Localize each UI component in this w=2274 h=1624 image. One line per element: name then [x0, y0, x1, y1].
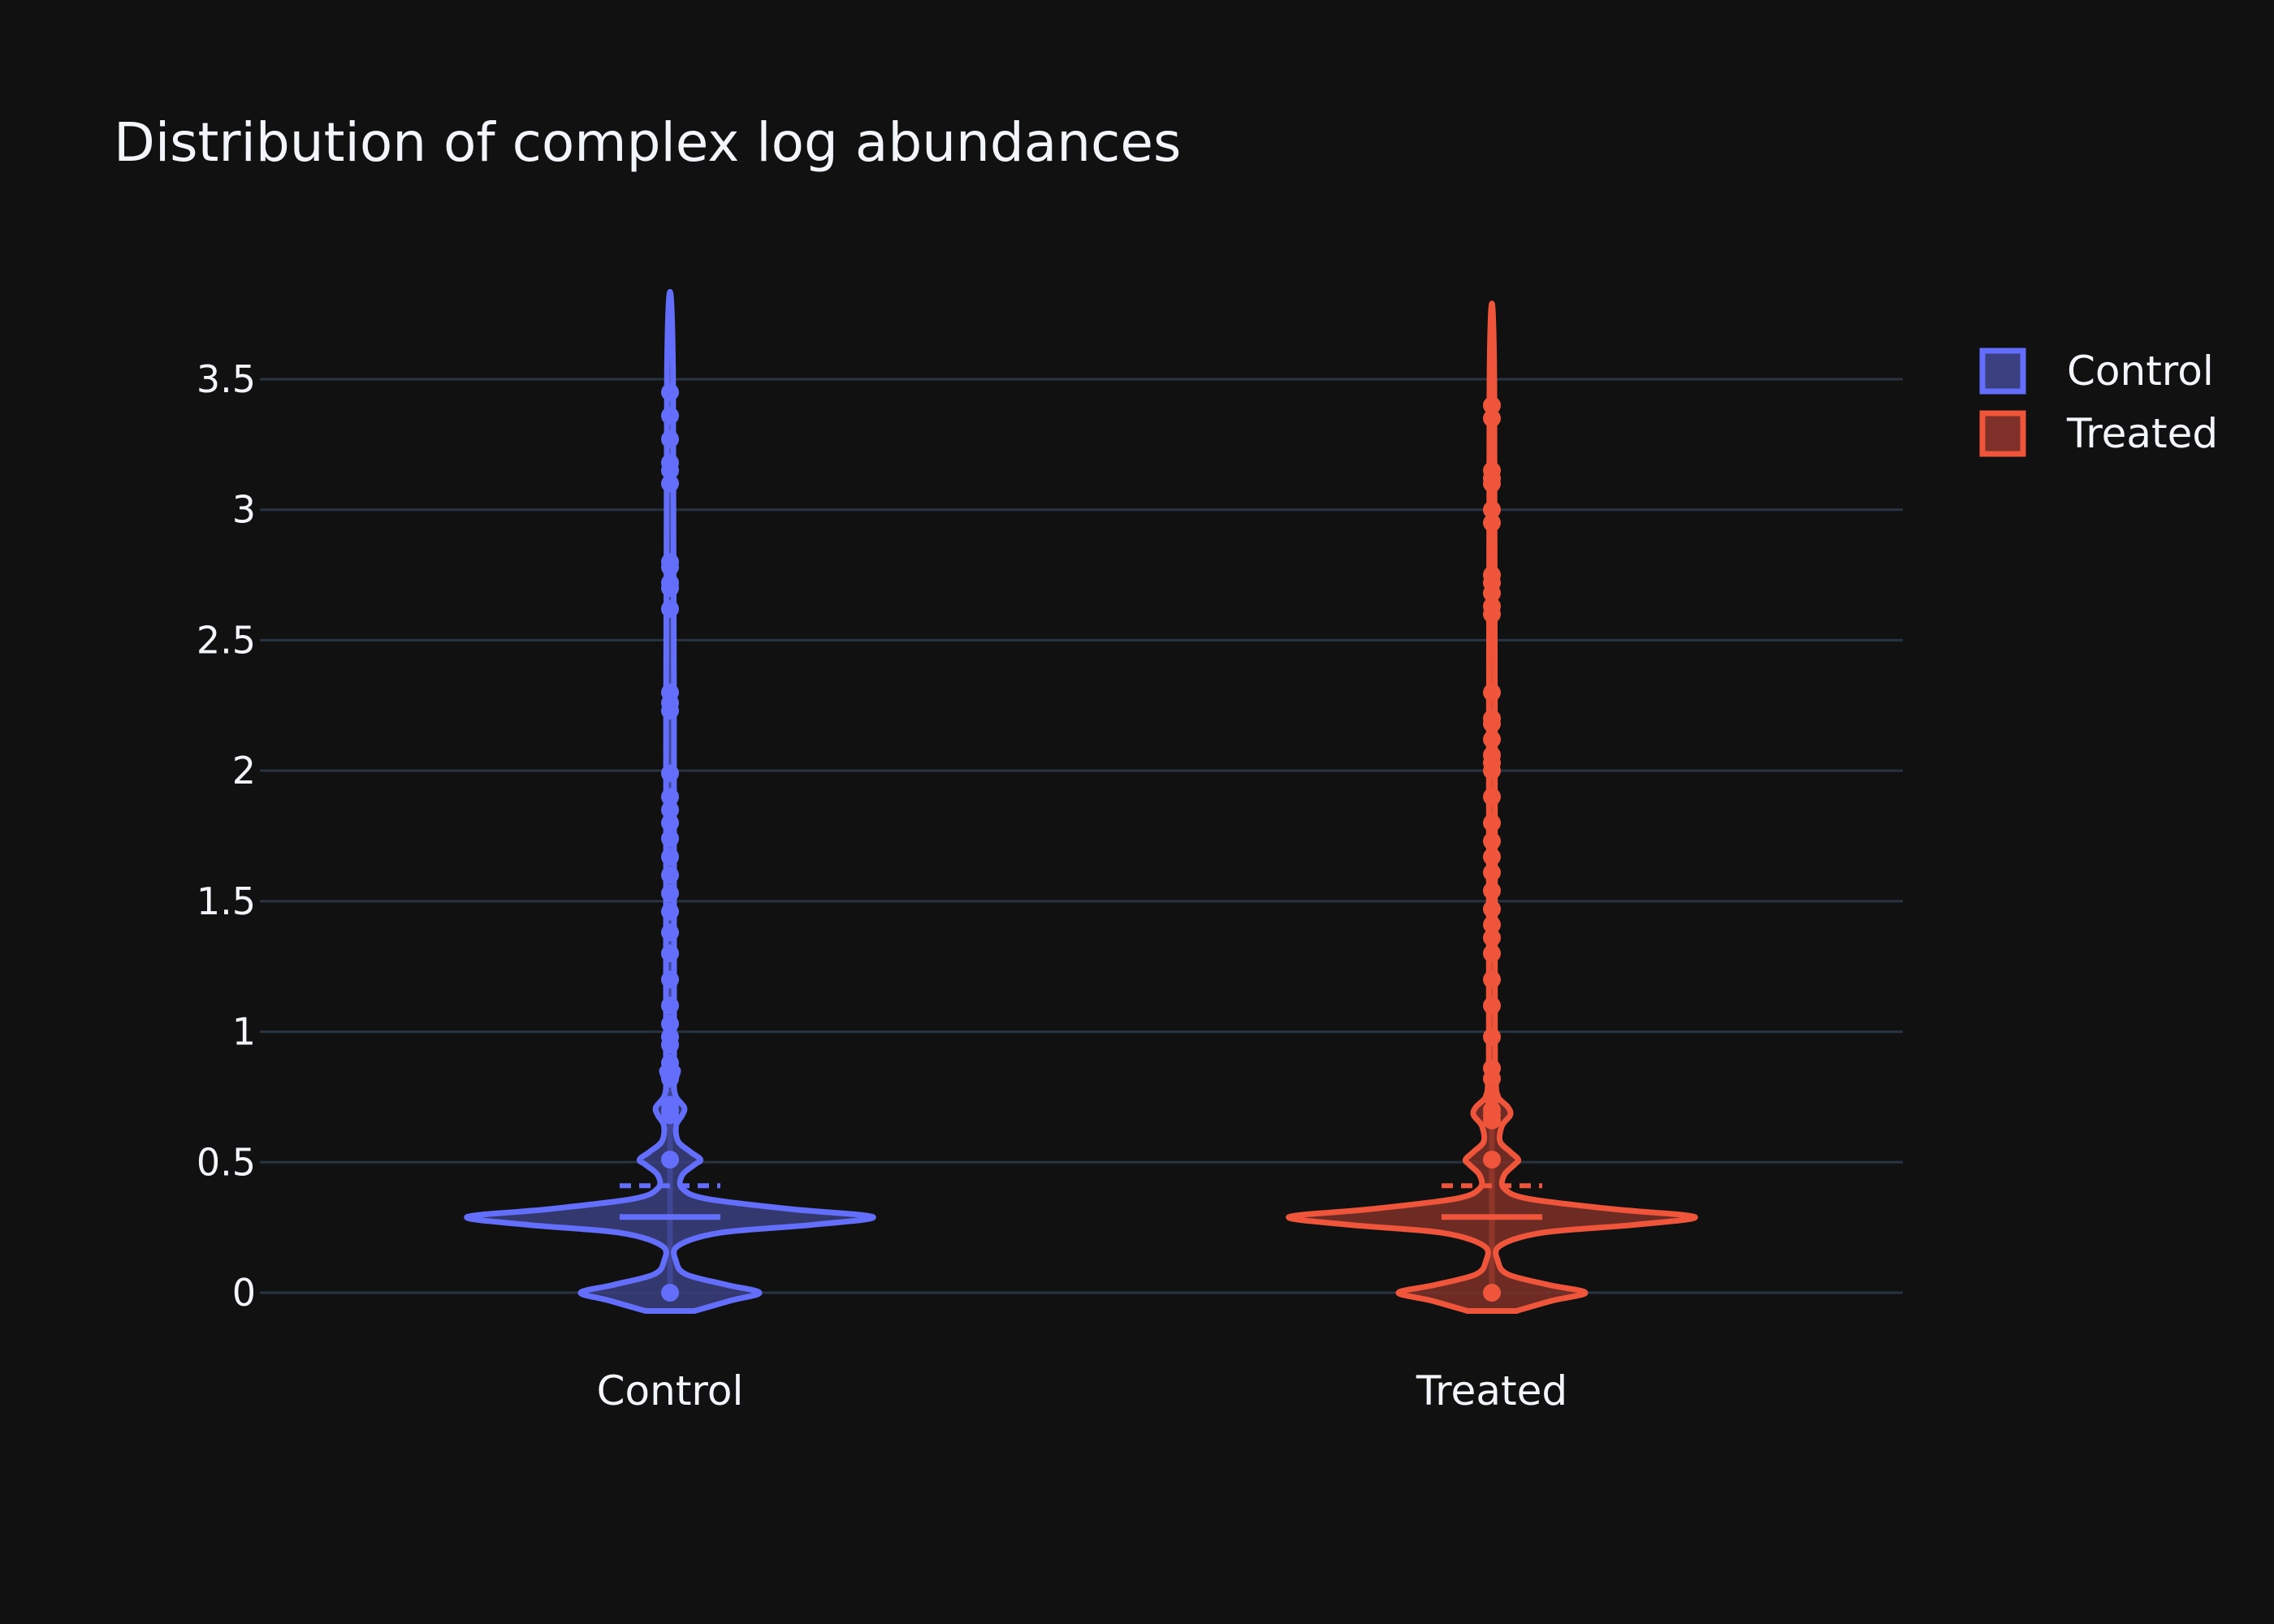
data-point[interactable] [661, 814, 679, 832]
data-point[interactable] [1483, 396, 1501, 415]
data-point[interactable] [661, 573, 679, 592]
violins [464, 289, 1698, 1314]
data-point[interactable] [1483, 513, 1501, 532]
data-point[interactable] [1483, 1028, 1501, 1046]
x-category-label: Control [597, 1367, 744, 1415]
y-tick-label: 1.5 [197, 879, 256, 923]
data-point[interactable] [661, 1151, 679, 1169]
y-tick-label: 3 [232, 488, 256, 532]
data-point[interactable] [1483, 928, 1501, 947]
data-point[interactable] [1483, 409, 1501, 428]
data-point[interactable] [1483, 566, 1501, 585]
data-point[interactable] [1483, 814, 1501, 832]
data-point[interactable] [1483, 500, 1501, 519]
data-point[interactable] [1483, 709, 1501, 728]
data-point[interactable] [1483, 1059, 1501, 1078]
data-point[interactable] [661, 1014, 679, 1033]
data-point[interactable] [1483, 863, 1501, 882]
data-point[interactable] [1483, 461, 1501, 480]
violin-control[interactable] [464, 289, 876, 1314]
legend[interactable]: Control Treated [1979, 348, 2218, 457]
y-tick-label: 0 [232, 1271, 256, 1315]
data-point[interactable] [661, 474, 679, 493]
data-point[interactable] [661, 1054, 679, 1073]
data-point[interactable] [661, 923, 679, 942]
data-point[interactable] [1483, 730, 1501, 749]
legend-label: Treated [2066, 410, 2218, 457]
data-point[interactable] [661, 848, 679, 866]
legend-swatch [1979, 410, 2026, 457]
data-point[interactable] [1483, 882, 1501, 900]
data-point[interactable] [661, 996, 679, 1015]
legend-item-treated[interactable]: Treated [1979, 410, 2218, 457]
data-point[interactable] [661, 764, 679, 783]
data-point[interactable] [661, 407, 679, 425]
x-axis-categories: Control Treated [597, 1367, 1567, 1415]
data-point[interactable] [1483, 996, 1501, 1015]
violin-body[interactable] [1286, 300, 1698, 1314]
data-point[interactable] [661, 1284, 679, 1302]
gridlines [260, 378, 1903, 1294]
x-category-label: Treated [1416, 1367, 1567, 1415]
data-point[interactable] [661, 801, 679, 819]
data-point[interactable] [1483, 683, 1501, 702]
data-point[interactable] [661, 884, 679, 903]
data-point[interactable] [1483, 788, 1501, 806]
data-point[interactable] [1483, 1284, 1501, 1302]
legend-item-control[interactable]: Control [1979, 348, 2214, 395]
data-point[interactable] [661, 683, 679, 702]
data-point[interactable] [661, 553, 679, 571]
data-point[interactable] [661, 599, 679, 618]
data-point[interactable] [661, 1095, 679, 1114]
y-tick-label: 3.5 [197, 357, 256, 401]
data-point[interactable] [661, 829, 679, 848]
data-point[interactable] [1483, 1101, 1501, 1119]
data-point[interactable] [1483, 915, 1501, 934]
data-point[interactable] [661, 902, 679, 921]
data-point[interactable] [661, 453, 679, 472]
legend-label: Control [2067, 348, 2214, 395]
data-point[interactable] [661, 866, 679, 884]
data-point[interactable] [1483, 970, 1501, 989]
data-point[interactable] [1483, 944, 1501, 963]
data-point[interactable] [1483, 1151, 1501, 1169]
data-point[interactable] [1483, 1087, 1501, 1106]
data-point[interactable] [661, 788, 679, 806]
data-point[interactable] [1483, 831, 1501, 850]
y-tick-label: 2.5 [197, 618, 256, 662]
data-point[interactable] [1483, 597, 1501, 615]
y-axis-ticks: 0 0.5 1 1.5 2 2.5 3 3.5 [197, 357, 256, 1315]
data-point[interactable] [1483, 848, 1501, 866]
violin-treated[interactable] [1286, 300, 1698, 1314]
data-point[interactable] [1483, 900, 1501, 918]
y-tick-label: 1 [232, 1010, 256, 1054]
data-point[interactable] [1483, 745, 1501, 764]
data-point[interactable] [661, 430, 679, 448]
y-tick-label: 0.5 [197, 1140, 256, 1184]
chart-title: Distribution of complex log abundances [114, 111, 1181, 174]
y-tick-label: 2 [232, 749, 256, 793]
data-point[interactable] [661, 383, 679, 402]
data-point[interactable] [661, 944, 679, 963]
legend-swatch [1979, 348, 2026, 395]
data-point[interactable] [661, 1028, 679, 1046]
data-point[interactable] [661, 970, 679, 989]
